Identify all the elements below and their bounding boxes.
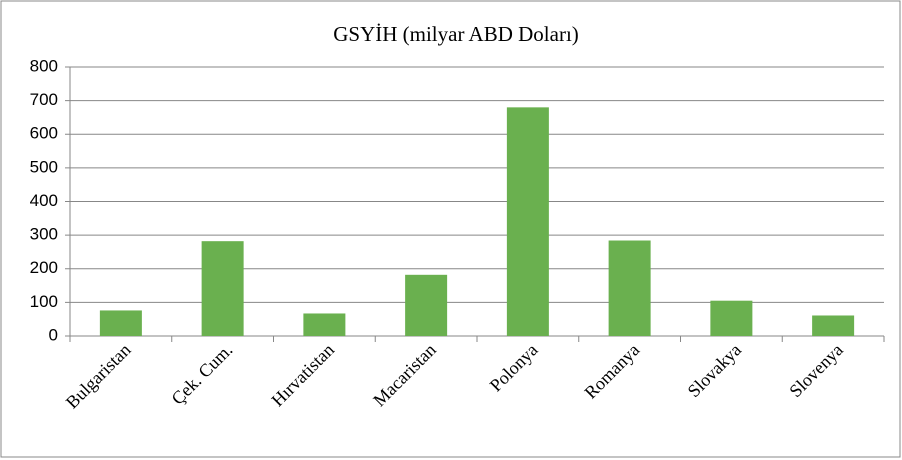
bar [99,310,142,336]
chart-title: GSYİH (milyar ABD Doları) [333,22,579,46]
bar [405,274,448,336]
y-tick-label: 600 [30,124,58,143]
y-tick-label: 200 [30,258,58,277]
y-tick-label: 400 [30,191,58,210]
bar [710,300,753,336]
y-tick-label: 0 [49,325,58,344]
y-tick-label: 300 [30,225,58,244]
y-tick-label: 500 [30,157,58,176]
y-tick-label: 700 [30,90,58,109]
y-tick-label: 800 [30,56,58,75]
bar [812,315,855,336]
bar [506,107,549,336]
bar [303,313,346,336]
y-tick-label: 100 [30,292,58,311]
bar [201,241,244,336]
bar [608,240,651,336]
